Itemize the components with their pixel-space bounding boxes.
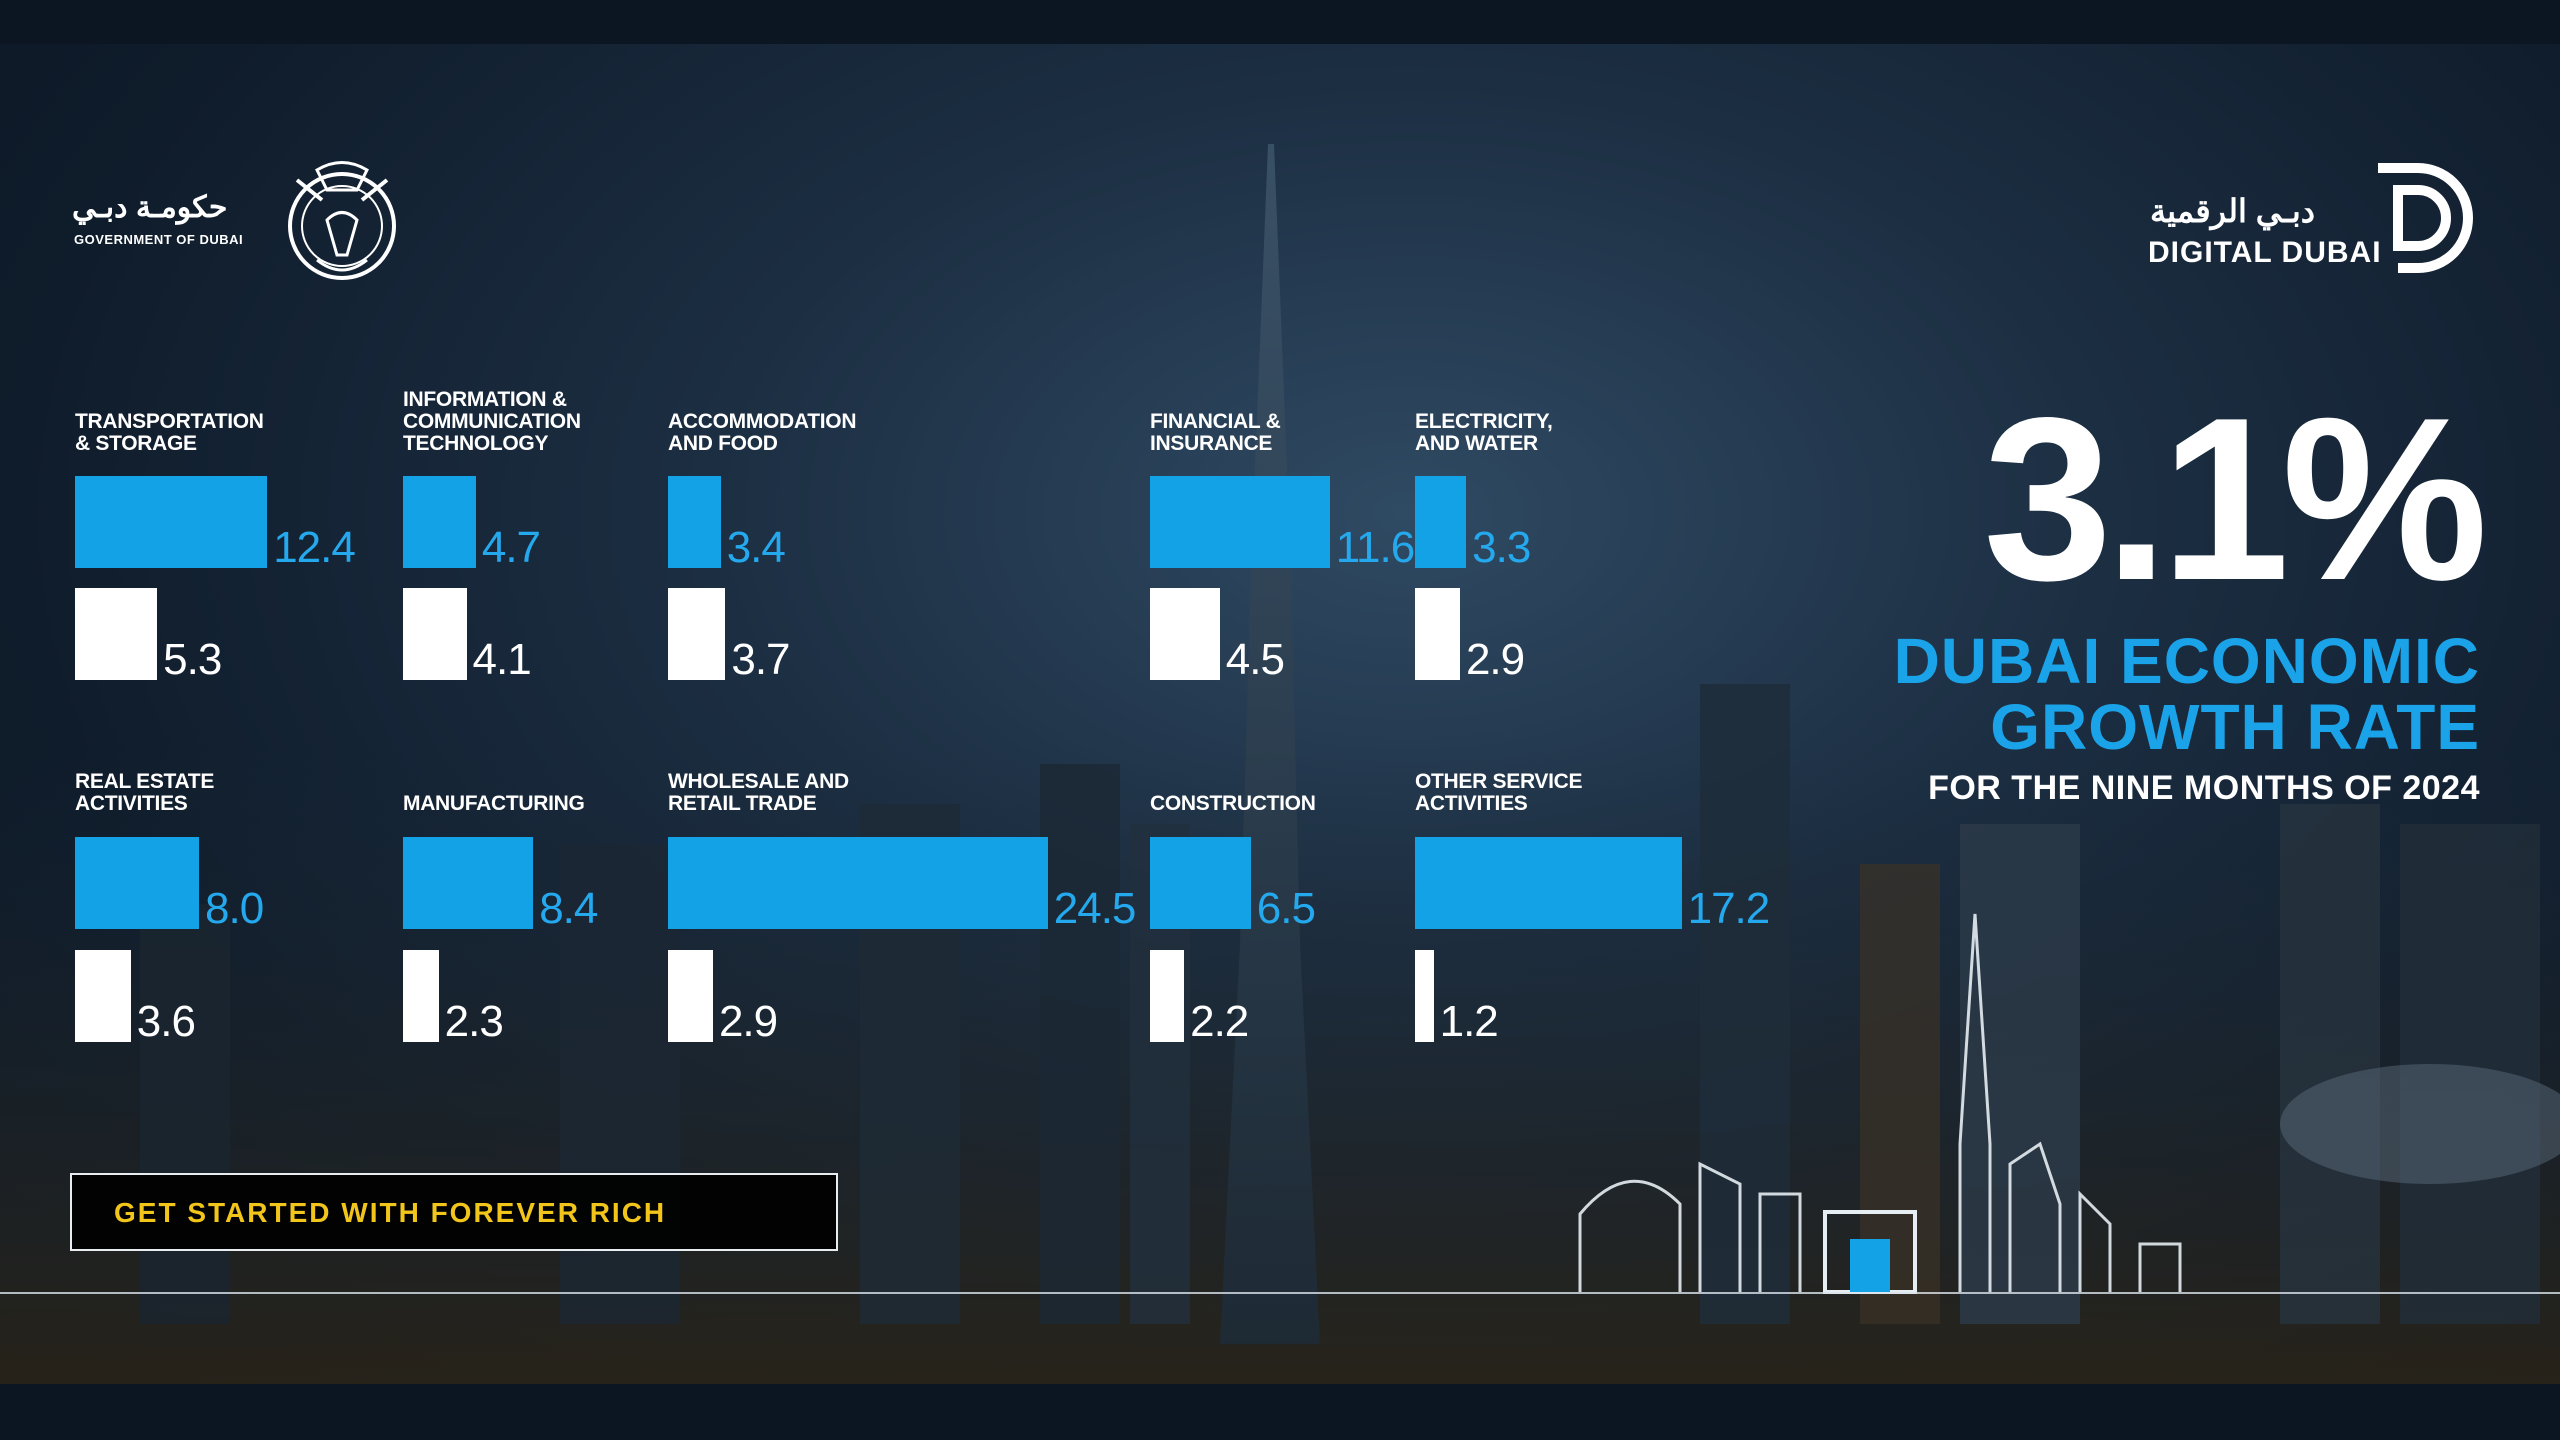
bar-blue-value: 8.4 bbox=[539, 884, 598, 933]
bar-blue bbox=[1415, 476, 1467, 568]
category-label-line: FINANCIAL & bbox=[1150, 410, 1281, 433]
category-label-line: ACTIVITIES bbox=[1415, 792, 1528, 815]
category-label-line: COMMUNICATION bbox=[403, 410, 581, 433]
category-label-line: RETAIL TRADE bbox=[668, 792, 817, 815]
bar-blue bbox=[1415, 837, 1682, 929]
category-label-line: OTHER SERVICE bbox=[1415, 770, 1583, 793]
infographic-panel bbox=[0, 44, 2560, 1384]
bottom-letterbox bbox=[0, 1384, 2560, 1440]
category-label: CONSTRUCTION bbox=[1150, 793, 1316, 815]
bar-white bbox=[403, 950, 439, 1042]
category-label-line: WHOLESALE AND bbox=[668, 770, 849, 793]
category-label-line: ACCOMMODATION bbox=[668, 410, 857, 433]
growth-rate-value: 3.1% bbox=[1983, 370, 2488, 629]
bar-blue-value: 8.0 bbox=[205, 884, 264, 933]
bar-white bbox=[1150, 588, 1220, 680]
bar-blue bbox=[403, 837, 534, 929]
digital-arabic-text: دبـي الرقمية bbox=[2150, 193, 2315, 229]
category-label: INFORMATION & COMMUNICATION TECHNOLOGY bbox=[403, 389, 581, 455]
bar-blue bbox=[1150, 476, 1330, 568]
category-label: OTHER SERVICE ACTIVITIES bbox=[1415, 770, 1583, 815]
category-label-line: CONSTRUCTION bbox=[1150, 792, 1316, 815]
bar-blue-value: 17.2 bbox=[1687, 884, 1771, 933]
category-label-line: AND FOOD bbox=[668, 432, 778, 455]
category-label-line: ELECTRICITY, bbox=[1415, 410, 1553, 433]
top-letterbox bbox=[0, 0, 2560, 44]
category-label: REAL ESTATE ACTIVITIES bbox=[75, 771, 214, 815]
category-label: ELECTRICITY, AND WATER bbox=[1415, 411, 1553, 455]
headline-period: FOR THE NINE MONTHS OF 2024 bbox=[1928, 769, 2480, 807]
headline-line-2: GROWTH RATE bbox=[1990, 691, 2480, 763]
category-label-line: INSURANCE bbox=[1150, 432, 1273, 455]
category-label-line: ACTIVITIES bbox=[75, 792, 188, 815]
gov-arabic-text: حكومـة دبـي bbox=[72, 191, 228, 224]
bar-blue bbox=[668, 837, 1048, 929]
category-label-line: TRANSPORTATION bbox=[75, 410, 264, 433]
bar-white bbox=[668, 588, 726, 680]
bar-white-value: 3.6 bbox=[136, 997, 196, 1046]
bar-white-value: 4.1 bbox=[472, 635, 532, 684]
bar-white-value: 2.2 bbox=[1190, 997, 1249, 1046]
bar-blue bbox=[75, 476, 268, 568]
bar-white bbox=[403, 588, 467, 680]
bar-blue-value: 24.5 bbox=[1053, 884, 1137, 933]
category-label: TRANSPORTATION & STORAGE bbox=[75, 411, 264, 455]
bar-white-value: 4.5 bbox=[1225, 635, 1285, 684]
bar-blue-value: 4.7 bbox=[481, 523, 541, 572]
bar-blue-value: 3.3 bbox=[1472, 523, 1531, 572]
bar-blue-value: 6.5 bbox=[1256, 884, 1316, 933]
headline-block: 3.1% DUBAI ECONOMIC GROWTH RATE FOR THE … bbox=[1820, 370, 2488, 808]
category-label-line: AND WATER bbox=[1415, 432, 1538, 455]
digital-dubai-logo: دبـي الرقمية DIGITAL DUBAI bbox=[2140, 150, 2480, 280]
bar-blue bbox=[1150, 837, 1251, 929]
category-label: MANUFACTURING bbox=[403, 793, 585, 815]
bar-white bbox=[75, 950, 131, 1042]
bar-white-value: 2.3 bbox=[444, 997, 504, 1046]
category-label-line: MANUFACTURING bbox=[403, 792, 585, 815]
get-started-button[interactable]: GET STARTED WITH FOREVER RICH bbox=[70, 1173, 838, 1251]
bar-white-value: 3.7 bbox=[731, 635, 790, 684]
bar-white-value: 2.9 bbox=[1465, 635, 1525, 684]
bar-white-value: 1.2 bbox=[1439, 997, 1499, 1046]
category-label-line: TECHNOLOGY bbox=[403, 432, 549, 455]
get-started-label: GET STARTED WITH FOREVER RICH bbox=[114, 1197, 667, 1228]
bar-blue bbox=[403, 476, 476, 568]
bar-white bbox=[75, 588, 158, 680]
bar-white bbox=[1150, 950, 1185, 1042]
divider-line bbox=[0, 1292, 2560, 1294]
bar-white bbox=[1415, 950, 1434, 1042]
bar-white-value: 2.9 bbox=[718, 997, 778, 1046]
category-label: FINANCIAL & INSURANCE bbox=[1150, 410, 1281, 455]
bar-white-value: 5.3 bbox=[163, 635, 222, 684]
gov-english-text: GOVERNMENT OF DUBAI bbox=[74, 232, 244, 247]
digital-dubai-d-icon bbox=[2378, 163, 2473, 273]
bar-blue-value: 3.4 bbox=[726, 523, 786, 572]
bar-blue bbox=[668, 476, 721, 568]
headline-line-1: DUBAI ECONOMIC bbox=[1893, 625, 2480, 697]
government-of-dubai-logo: حكومـة دبـي GOVERNMENT OF DUBAI bbox=[72, 150, 432, 290]
dubai-emblem-icon bbox=[288, 161, 396, 280]
bar-blue-value: 11.6 bbox=[1335, 523, 1415, 572]
digital-english-text: DIGITAL DUBAI bbox=[2148, 236, 2382, 269]
category-label: ACCOMMODATION AND FOOD bbox=[668, 411, 856, 455]
bar-white bbox=[1415, 588, 1460, 680]
bar-blue bbox=[75, 837, 199, 929]
category-label-line: & STORAGE bbox=[75, 432, 197, 455]
category-label: WHOLESALE AND RETAIL TRADE bbox=[668, 771, 849, 815]
category-label-line: INFORMATION & bbox=[403, 388, 567, 411]
bar-white bbox=[668, 950, 713, 1042]
bar-blue-value: 12.4 bbox=[273, 523, 356, 572]
category-label-line: REAL ESTATE bbox=[75, 770, 215, 793]
